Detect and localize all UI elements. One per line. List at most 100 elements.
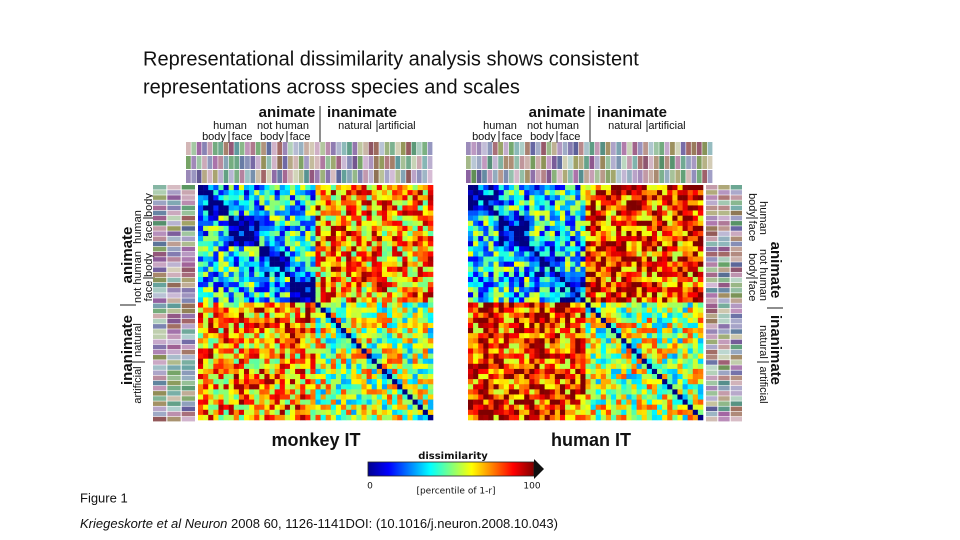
heatmap-cell bbox=[636, 241, 642, 247]
heatmap-cell bbox=[274, 256, 281, 262]
heatmap-cell bbox=[330, 271, 337, 278]
heatmap-cell bbox=[254, 328, 260, 334]
thumbnail bbox=[167, 339, 181, 345]
heatmap-cell bbox=[590, 312, 597, 319]
heatmap-cell bbox=[315, 379, 321, 385]
heatmap-cell bbox=[325, 348, 332, 354]
heatmap-cell bbox=[325, 190, 332, 196]
heatmap-cell bbox=[575, 271, 581, 278]
heatmap-cell bbox=[279, 271, 286, 278]
thumbnail bbox=[406, 156, 411, 169]
thumbnail bbox=[288, 142, 293, 155]
heatmap-cell bbox=[407, 399, 413, 405]
heatmap-cell bbox=[366, 261, 372, 268]
thumbnail bbox=[730, 401, 742, 406]
heatmap-cell bbox=[325, 409, 332, 416]
heatmap-cell bbox=[218, 287, 224, 293]
heatmap-cell bbox=[651, 307, 658, 314]
heatmap-cell bbox=[677, 261, 683, 268]
heatmap-cell bbox=[427, 220, 434, 227]
heatmap-cell bbox=[554, 251, 561, 257]
heatmap-cell bbox=[600, 389, 607, 395]
heatmap-cell bbox=[351, 368, 357, 375]
heatmap-cell bbox=[387, 256, 393, 262]
heatmap-cell bbox=[402, 287, 408, 293]
heatmap-cell bbox=[233, 404, 240, 411]
heatmap-cell bbox=[284, 328, 291, 334]
heatmap-cell bbox=[213, 384, 219, 390]
heatmap-cell bbox=[651, 261, 658, 268]
heatmap-cell bbox=[621, 358, 627, 365]
heatmap-cell bbox=[692, 374, 699, 380]
heatmap-cell bbox=[667, 261, 673, 268]
heatmap-cell bbox=[381, 302, 388, 308]
heatmap-cell bbox=[427, 358, 434, 365]
heatmap-cell bbox=[529, 200, 535, 206]
heatmap-cell bbox=[392, 241, 398, 247]
heatmap-cell bbox=[228, 302, 235, 308]
heatmap-cell bbox=[600, 276, 607, 283]
heatmap-cell bbox=[315, 404, 321, 411]
thumbnail bbox=[706, 288, 718, 293]
heatmap-cell bbox=[325, 368, 332, 375]
heatmap-cell bbox=[529, 353, 535, 359]
heatmap-cell bbox=[478, 241, 484, 247]
heatmap-cell bbox=[554, 195, 561, 201]
heatmap-cell bbox=[667, 297, 673, 303]
heatmap-cell bbox=[213, 200, 219, 206]
heatmap-cell bbox=[575, 307, 581, 314]
thumbnail bbox=[277, 142, 283, 155]
heatmap-cell bbox=[570, 276, 576, 283]
heatmap-cell bbox=[616, 399, 622, 405]
heatmap-cell bbox=[300, 241, 306, 247]
heatmap-cell bbox=[605, 185, 612, 191]
heatmap-cell bbox=[508, 343, 515, 349]
heatmap-cell bbox=[417, 368, 424, 375]
heatmap-cell bbox=[611, 379, 617, 385]
heatmap-cell bbox=[611, 195, 617, 201]
heatmap-cell bbox=[381, 389, 388, 395]
heatmap-cell bbox=[672, 215, 678, 222]
heatmap-cell bbox=[305, 282, 311, 288]
thumbnail bbox=[487, 142, 493, 155]
heatmap-cell bbox=[295, 210, 301, 216]
heatmap-cell bbox=[254, 389, 260, 395]
heatmap-cell bbox=[218, 241, 224, 247]
heatmap-cell bbox=[570, 333, 576, 339]
thumbnail bbox=[167, 324, 181, 329]
heatmap-cell bbox=[539, 384, 545, 390]
heatmap-cell bbox=[198, 256, 204, 262]
heatmap-cell bbox=[651, 374, 658, 380]
heatmap-cell bbox=[249, 200, 255, 206]
heatmap-cell bbox=[559, 302, 566, 308]
heatmap-cell bbox=[590, 368, 597, 375]
heatmap-cell bbox=[412, 251, 418, 257]
thumbnail bbox=[390, 170, 395, 183]
heatmap-cell bbox=[631, 220, 637, 227]
heatmap-cell bbox=[483, 246, 489, 252]
heatmap-cell bbox=[325, 322, 332, 329]
heatmap-cell bbox=[387, 195, 393, 201]
category-label: face bbox=[746, 221, 758, 242]
heatmap-cell bbox=[682, 297, 688, 303]
heatmap-cell bbox=[335, 302, 342, 308]
heatmap-cell bbox=[687, 363, 694, 370]
heatmap-cell bbox=[320, 394, 327, 400]
heatmap-cell bbox=[356, 297, 362, 303]
thumbnail bbox=[706, 221, 718, 226]
heatmap-cell bbox=[697, 358, 704, 365]
thumbnail bbox=[730, 298, 742, 303]
thumbnail bbox=[730, 365, 742, 370]
heatmap-cell bbox=[279, 200, 286, 206]
heatmap-cell bbox=[243, 241, 250, 247]
heatmap-cell bbox=[289, 215, 296, 222]
heatmap-cell bbox=[697, 246, 704, 252]
heatmap-cell bbox=[233, 276, 240, 283]
heatmap-cell bbox=[611, 190, 617, 196]
thumbnail bbox=[153, 236, 167, 242]
heatmap-cell bbox=[616, 404, 622, 411]
heatmap-cell bbox=[289, 185, 296, 191]
heatmap-cell bbox=[356, 374, 362, 380]
heatmap-cell bbox=[626, 282, 632, 288]
heatmap-cell bbox=[361, 358, 367, 365]
